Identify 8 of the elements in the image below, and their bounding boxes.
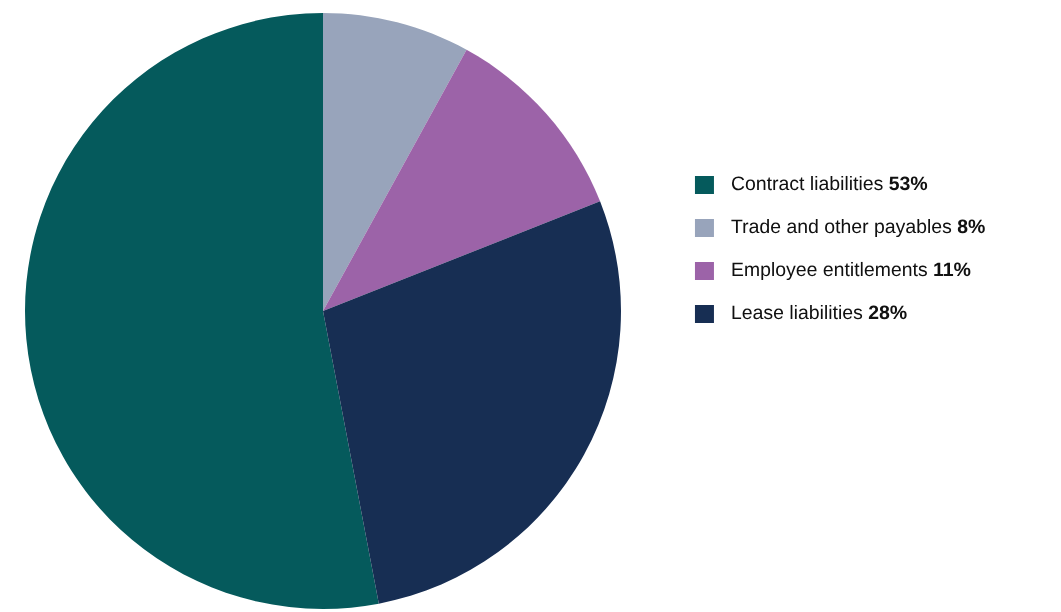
- legend-label: Employee entitlements: [732, 261, 927, 281]
- legend-label: Trade and other payables: [731, 218, 952, 238]
- data-label: 28%: [868, 305, 907, 320]
- data-label: 8%: [957, 219, 985, 234]
- legend-label: Lease liabilities: [732, 304, 863, 320]
- data-label: 11%: [934, 262, 971, 277]
- data-label: 53%: [889, 176, 928, 191]
- legend-label: Contract liabilities: [731, 175, 883, 191]
